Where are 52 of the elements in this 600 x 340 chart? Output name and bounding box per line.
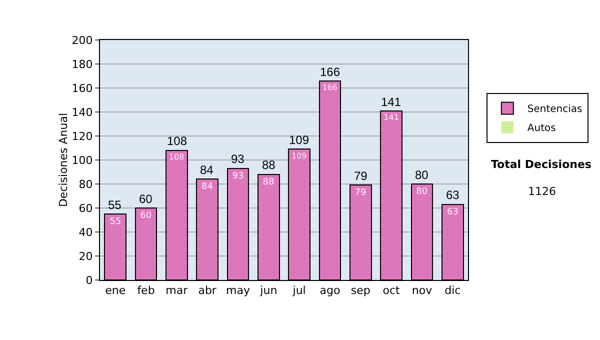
data-label: 60 [140,211,152,221]
x-tick-label: mar [166,284,188,298]
x-tick-label: oct [382,284,401,298]
total-label: 80 [415,168,429,182]
x-tick-label: abr [198,284,217,298]
x-tick-label: jun [259,284,278,298]
total-label: 109 [289,133,310,147]
data-label: 108 [168,152,184,162]
data-label: 63 [446,207,458,218]
y-tick-label: 200 [72,34,93,47]
data-label: 88 [262,177,275,188]
data-label: 141 [384,112,400,122]
data-label: 84 [201,182,214,192]
x-tick-label: may [226,284,250,298]
y-axis-title: Decisiones Anual [56,112,70,208]
x-tick-label: nov [412,284,433,298]
x-tick-label: feb [137,284,155,298]
text: 1126 [528,185,556,198]
y-tick-label: 60 [78,202,93,215]
total-label: 55 [108,198,122,212]
y-tick-label: 20 [78,250,93,263]
x-tick-label: ene [105,284,126,298]
data-label: 109 [292,151,307,160]
total-label: 108 [167,134,188,148]
total-label: 79 [354,169,368,183]
data-label: 80 [416,187,428,197]
data-label: 93 [232,171,244,182]
total-label: 84 [200,163,214,177]
y-tick-label: 140 [72,106,93,119]
y-tick-label: 180 [72,58,93,71]
x-tick-label: jul [292,284,306,298]
total-label: 60 [139,192,153,206]
y-tick-label: 160 [72,82,93,95]
y-tick-label: 120 [72,130,93,143]
total-label: 141 [381,95,402,109]
total-label: 166 [320,65,340,79]
total-label: 88 [262,158,276,172]
legend-label: Sentencias [527,104,582,116]
data-label: 55 [110,217,122,227]
data-label: 79 [354,188,367,198]
data-label: 166 [322,83,338,92]
x-tick-label: ago [320,284,340,298]
x-tick-label: sep [350,284,370,298]
y-tick-label: 0 [86,274,93,287]
total-label: 93 [231,152,245,166]
legend-label: Autos [527,123,556,134]
total-label: 63 [446,188,460,202]
y-tick-label: 100 [72,154,93,167]
text: Total Decisiones [491,158,592,171]
x-tick-label: dic [444,284,461,298]
y-tick-label: 40 [78,226,93,239]
y-tick-label: 80 [78,178,93,191]
